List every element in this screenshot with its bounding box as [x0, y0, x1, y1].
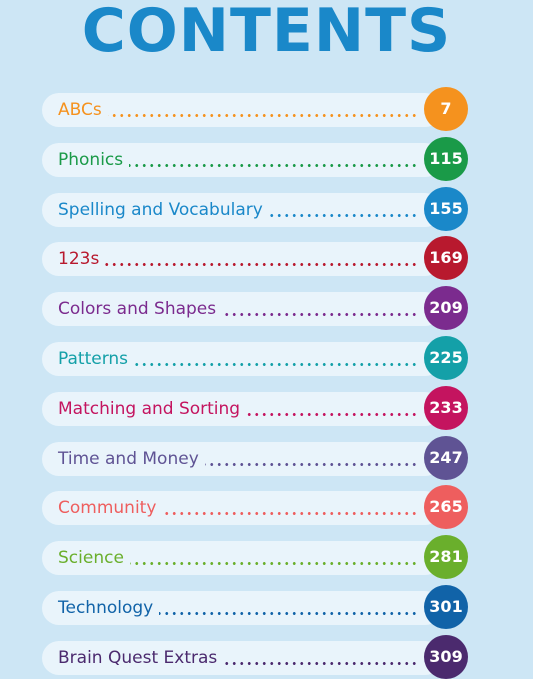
- page-number-badge: 247: [424, 436, 468, 480]
- dot-leader: [58, 562, 418, 565]
- dot-leader: [58, 263, 418, 266]
- dot-leader: [58, 662, 418, 665]
- entry-label: Technology: [58, 591, 160, 625]
- toc-entry-time-and-money[interactable]: Time and Money 247: [42, 436, 468, 480]
- entry-label: Matching and Sorting: [58, 392, 247, 426]
- page-title: CONTENTS: [81, 0, 452, 66]
- entry-label: ABCs: [58, 93, 108, 127]
- page-number-badge: 209: [424, 286, 468, 330]
- toc-entry-spelling-and-vocabulary[interactable]: Spelling and Vocabulary 155: [42, 187, 468, 231]
- dot-leader: [58, 313, 418, 316]
- entry-label: Colors and Shapes: [58, 292, 223, 326]
- toc-entry-brain-quest-extras[interactable]: Brain Quest Extras 309: [42, 635, 468, 679]
- toc-entry-phonics[interactable]: Phonics 115: [42, 137, 468, 181]
- dot-leader: [58, 463, 418, 466]
- entry-label: Patterns: [58, 342, 135, 376]
- page-number-badge: 265: [424, 485, 468, 529]
- entry-label: Phonics: [58, 143, 130, 177]
- page-number-badge: 281: [424, 535, 468, 579]
- entry-label: Brain Quest Extras: [58, 641, 224, 675]
- entry-label: 123s: [58, 242, 106, 276]
- dot-leader: [58, 164, 418, 167]
- toc-entry-patterns[interactable]: Patterns 225: [42, 336, 468, 380]
- page-number-badge: 115: [424, 137, 468, 181]
- page-number-badge: 233: [424, 386, 468, 430]
- dot-leader: [58, 363, 418, 366]
- toc-entry-community[interactable]: Community 265: [42, 485, 468, 529]
- toc-entry-123s[interactable]: 123s 169: [42, 236, 468, 280]
- page-number-badge: 309: [424, 635, 468, 679]
- toc-entry-abcs[interactable]: ABCs 7: [42, 87, 468, 131]
- dot-leader: [58, 512, 418, 515]
- page-number-badge: 169: [424, 236, 468, 280]
- entry-bar: [42, 93, 442, 127]
- toc-entry-technology[interactable]: Technology 301: [42, 585, 468, 629]
- toc-entry-colors-and-shapes[interactable]: Colors and Shapes 209: [42, 286, 468, 330]
- toc-entry-matching-and-sorting[interactable]: Matching and Sorting 233: [42, 386, 468, 430]
- page-number-badge: 301: [424, 585, 468, 629]
- dot-leader: [58, 612, 418, 615]
- entry-bar: [42, 242, 442, 276]
- entry-label: Science: [58, 541, 130, 575]
- toc-entry-science[interactable]: Science 281: [42, 535, 468, 579]
- page-number-badge: 225: [424, 336, 468, 380]
- page-number-badge: 7: [424, 87, 468, 131]
- page-number-badge: 155: [424, 187, 468, 231]
- entry-label: Spelling and Vocabulary: [58, 193, 269, 227]
- dot-leader: [58, 114, 418, 117]
- entry-label: Community: [58, 491, 163, 525]
- entry-label: Time and Money: [58, 442, 205, 476]
